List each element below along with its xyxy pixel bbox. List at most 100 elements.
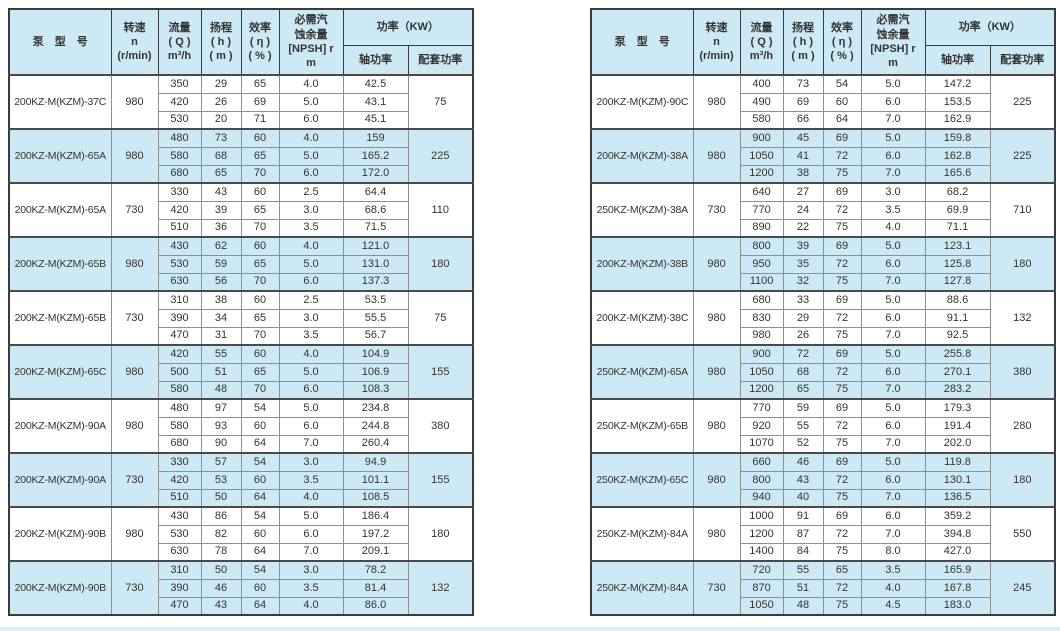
efficiency-cell: 70 — [240, 218, 280, 238]
matched-power-cell: 225 — [989, 74, 1056, 130]
head-cell: 65 — [200, 164, 242, 184]
shaft-power-cell: 68.6 — [342, 200, 409, 220]
matched-power-cell: 110 — [407, 182, 474, 238]
efficiency-cell: 69 — [240, 92, 280, 112]
efficiency-cell: 69 — [822, 344, 862, 364]
flow-cell: 1200 — [739, 380, 784, 400]
efficiency-cell: 72 — [822, 308, 862, 328]
shaft-power-cell: 56.7 — [342, 326, 409, 346]
matched-power-cell: 132 — [407, 560, 474, 616]
npsh-cell: 6.0 — [860, 470, 926, 490]
col-header-head: 扬程 ( h ) ( m ) — [782, 8, 824, 76]
matched-power-cell: 180 — [407, 236, 474, 292]
shaft-power-cell: 179.3 — [924, 398, 991, 418]
table-row: 510 36 70 3.5 71.5 — [9, 218, 473, 238]
table-row: 890 22 75 4.0 71.1 — [591, 218, 1055, 238]
head-cell: 48 — [782, 596, 824, 616]
npsh-cell: 6.0 — [278, 380, 344, 400]
shaft-power-cell: 68.2 — [924, 182, 991, 202]
npsh-cell: 6.0 — [860, 254, 926, 274]
flow-cell: 900 — [739, 128, 784, 148]
head-cell: 53 — [200, 470, 242, 490]
npsh-cell: 6.0 — [860, 362, 926, 382]
efficiency-cell: 65 — [240, 146, 280, 166]
table-row: 1200 38 75 7.0 165.6 — [591, 164, 1055, 184]
pump-model-cell: 200KZ-M(KZM)-90A — [8, 452, 112, 508]
npsh-cell: 4.5 — [860, 596, 926, 616]
npsh-cell: 5.0 — [860, 452, 926, 472]
head-cell: 41 — [782, 146, 824, 166]
npsh-cell: 5.0 — [860, 344, 926, 364]
head-cell: 39 — [200, 200, 242, 220]
flow-cell: 900 — [739, 344, 784, 364]
table-row: 1400 84 75 8.0 427.0 — [591, 542, 1055, 562]
flow-cell: 420 — [157, 344, 202, 364]
efficiency-cell: 60 — [240, 470, 280, 490]
head-cell: 52 — [782, 434, 824, 454]
efficiency-cell: 54 — [240, 398, 280, 418]
matched-power-cell: 180 — [989, 452, 1056, 508]
efficiency-cell: 65 — [240, 362, 280, 382]
shaft-power-cell: 209.1 — [342, 542, 409, 562]
speed-cell: 980 — [692, 398, 741, 454]
efficiency-cell: 75 — [822, 596, 862, 616]
shaft-power-cell: 165.2 — [342, 146, 409, 166]
npsh-cell: 6.0 — [860, 416, 926, 436]
head-cell: 55 — [200, 344, 242, 364]
table-row: 470 43 64 4.0 86.0 — [9, 596, 473, 616]
table-row: 490 69 60 6.0 153.5 — [591, 92, 1055, 112]
head-cell: 69 — [782, 92, 824, 112]
npsh-cell: 6.0 — [278, 110, 344, 130]
head-cell: 51 — [782, 578, 824, 598]
speed-cell: 980 — [110, 506, 159, 562]
efficiency-cell: 70 — [240, 164, 280, 184]
head-cell: 43 — [782, 470, 824, 490]
shaft-power-cell: 165.9 — [924, 560, 991, 580]
table-row: 390 46 60 3.5 81.4 — [9, 578, 473, 598]
table-row: 200KZ-M(KZM)-90A 980 480 97 54 5.0 234.8 380 — [8, 398, 474, 454]
flow-cell: 800 — [739, 236, 784, 256]
flow-cell: 890 — [739, 218, 784, 238]
table-row: 250KZ-M(KZM)-84A 980 1000 91 69 6.0 359.2 550 — [590, 506, 1056, 562]
flow-cell: 430 — [157, 506, 202, 526]
flow-cell: 500 — [157, 362, 202, 382]
efficiency-cell: 65 — [240, 74, 280, 94]
flow-cell: 1200 — [739, 164, 784, 184]
flow-cell: 530 — [157, 524, 202, 544]
pump-model-cell: 250KZ-M(KZM)-65A — [590, 344, 694, 400]
table-row: 1100 32 75 7.0 127.8 — [591, 272, 1055, 292]
head-cell: 57 — [200, 452, 242, 472]
head-cell: 26 — [200, 92, 242, 112]
efficiency-cell: 75 — [822, 542, 862, 562]
efficiency-cell: 64 — [240, 542, 280, 562]
speed-cell: 730 — [692, 560, 741, 616]
pump-model-cell: 250KZ-M(KZM)-84A — [590, 560, 694, 616]
shaft-power-cell: 283.2 — [924, 380, 991, 400]
npsh-cell: 3.0 — [278, 560, 344, 580]
shaft-power-cell: 427.0 — [924, 542, 991, 562]
efficiency-cell: 72 — [822, 146, 862, 166]
npsh-cell: 4.0 — [278, 128, 344, 148]
shaft-power-cell: 119.8 — [924, 452, 991, 472]
efficiency-cell: 72 — [822, 470, 862, 490]
table-row: 580 68 65 5.0 165.2 — [9, 146, 473, 166]
efficiency-cell: 64 — [240, 596, 280, 616]
pump-model-cell: 200KZ-M(KZM)-90A — [8, 398, 112, 454]
speed-cell: 980 — [110, 398, 159, 454]
efficiency-cell: 60 — [240, 290, 280, 310]
shaft-power-cell: 108.3 — [342, 380, 409, 400]
npsh-cell: 3.5 — [278, 218, 344, 238]
shaft-power-cell: 108.5 — [342, 488, 409, 508]
table-row: 200KZ-M(KZM)-90A 730 330 57 54 3.0 94.9 155 — [8, 452, 474, 508]
flow-cell: 1100 — [739, 272, 784, 292]
flow-cell: 580 — [157, 146, 202, 166]
efficiency-cell: 54 — [240, 506, 280, 526]
head-cell: 90 — [200, 434, 242, 454]
speed-cell: 980 — [692, 128, 741, 184]
head-cell: 36 — [200, 218, 242, 238]
col-header-shaft-power: 轴功率 — [342, 44, 409, 76]
table-row: 250KZ-M(KZM)-65A 980 900 72 69 5.0 255.8 380 — [590, 344, 1056, 400]
shaft-power-cell: 125.8 — [924, 254, 991, 274]
shaft-power-cell: 81.4 — [342, 578, 409, 598]
shaft-power-cell: 121.0 — [342, 236, 409, 256]
